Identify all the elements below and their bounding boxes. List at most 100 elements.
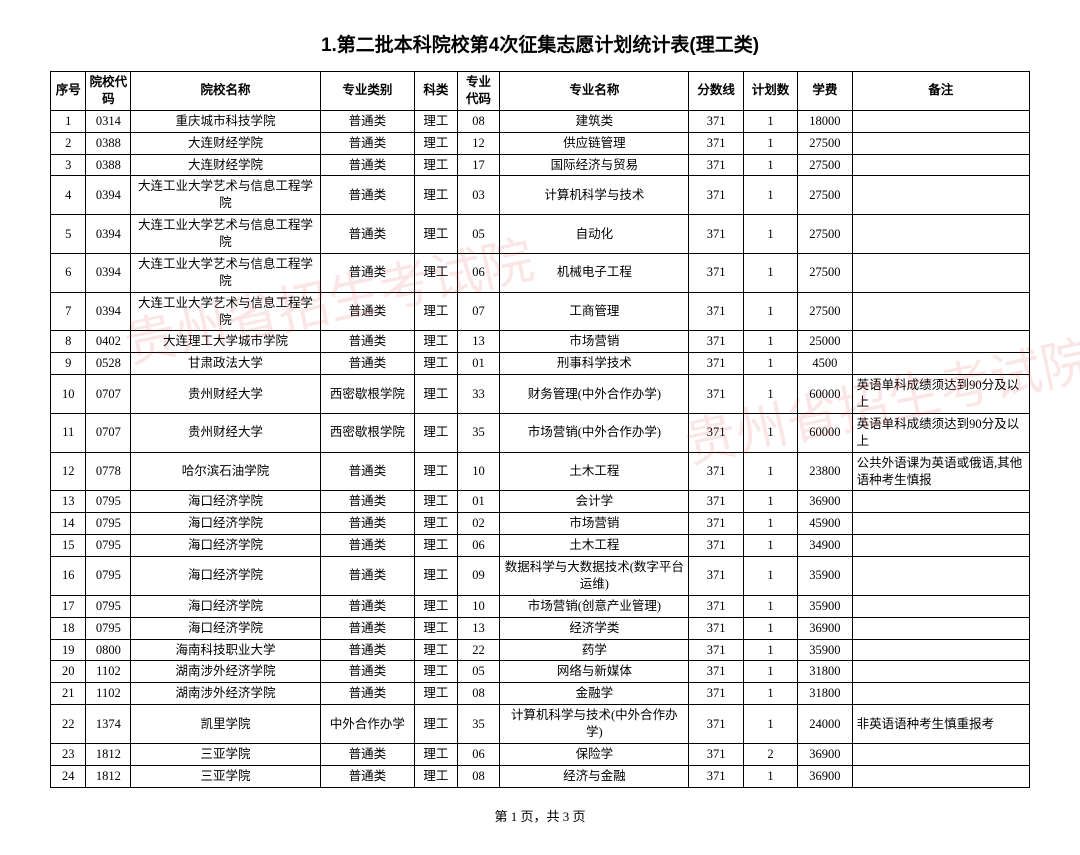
column-header: 专业类别	[320, 72, 415, 111]
table-row: 40394大连工业大学艺术与信息工程学院普通类理工03计算机科学与技术37112…	[51, 176, 1030, 215]
table-cell: 大连工业大学艺术与信息工程学院	[131, 176, 320, 215]
table-cell	[852, 765, 1029, 787]
table-cell: 27500	[798, 215, 852, 254]
table-cell: 理工	[415, 557, 458, 596]
table-cell: 371	[689, 215, 743, 254]
table-cell: 理工	[415, 743, 458, 765]
table-cell: 24	[51, 765, 86, 787]
table-cell: 理工	[415, 413, 458, 452]
table-cell: 1	[743, 331, 797, 353]
table-cell: 普通类	[320, 452, 415, 491]
table-cell: 理工	[415, 765, 458, 787]
table-cell: 财务管理(中外合作办学)	[500, 375, 689, 414]
table-cell: 大连理工大学城市学院	[131, 331, 320, 353]
table-cell: 计算机科学与技术(中外合作办学)	[500, 705, 689, 744]
column-header: 专业代码	[457, 72, 500, 111]
table-cell: 0778	[86, 452, 131, 491]
table-cell: 1	[743, 765, 797, 787]
table-cell: 01	[457, 491, 500, 513]
table-cell: 海口经济学院	[131, 513, 320, 535]
table-cell: 1	[743, 253, 797, 292]
table-cell: 36900	[798, 491, 852, 513]
table-cell: 35	[457, 413, 500, 452]
table-cell: 18000	[798, 110, 852, 132]
table-cell	[852, 292, 1029, 331]
table-cell: 湖南涉外经济学院	[131, 661, 320, 683]
table-cell	[852, 253, 1029, 292]
table-cell	[852, 513, 1029, 535]
table-cell	[852, 215, 1029, 254]
table-cell: 数据科学与大数据技术(数字平台运维)	[500, 557, 689, 596]
table-cell: 理工	[415, 639, 458, 661]
table-cell: 31800	[798, 683, 852, 705]
table-cell: 19	[51, 639, 86, 661]
table-cell: 市场营销(中外合作办学)	[500, 413, 689, 452]
table-cell: 08	[457, 683, 500, 705]
table-cell: 371	[689, 154, 743, 176]
table-cell: 0795	[86, 513, 131, 535]
table-cell: 31800	[798, 661, 852, 683]
table-cell	[852, 743, 1029, 765]
table-cell: 24000	[798, 705, 852, 744]
table-cell: 理工	[415, 132, 458, 154]
table-cell: 凯里学院	[131, 705, 320, 744]
table-cell: 17	[51, 595, 86, 617]
table-cell: 27500	[798, 176, 852, 215]
table-cell: 普通类	[320, 639, 415, 661]
table-cell: 11	[51, 413, 86, 452]
table-cell: 理工	[415, 292, 458, 331]
table-row: 50394大连工业大学艺术与信息工程学院普通类理工05自动化371127500	[51, 215, 1030, 254]
table-cell: 1	[743, 491, 797, 513]
table-cell: 371	[689, 595, 743, 617]
table-cell: 1	[743, 154, 797, 176]
table-cell: 371	[689, 253, 743, 292]
table-row: 221374凯里学院中外合作办学理工35计算机科学与技术(中外合作办学)3711…	[51, 705, 1030, 744]
table-cell: 理工	[415, 215, 458, 254]
table-cell: 大连财经学院	[131, 132, 320, 154]
plan-table: 序号院校代码院校名称专业类别科类专业代码专业名称分数线计划数学费备注 10314…	[50, 71, 1030, 788]
table-cell	[852, 331, 1029, 353]
table-cell: 湖南涉外经济学院	[131, 683, 320, 705]
column-header: 分数线	[689, 72, 743, 111]
table-cell: 1	[743, 176, 797, 215]
table-cell: 35900	[798, 557, 852, 596]
table-cell: 0795	[86, 535, 131, 557]
table-cell: 0528	[86, 353, 131, 375]
table-cell: 16	[51, 557, 86, 596]
table-cell: 08	[457, 765, 500, 787]
table-cell: 01	[457, 353, 500, 375]
table-cell: 1	[743, 595, 797, 617]
table-cell: 1	[743, 132, 797, 154]
table-cell: 普通类	[320, 292, 415, 331]
table-cell: 6	[51, 253, 86, 292]
table-cell: 0394	[86, 292, 131, 331]
table-cell: 07	[457, 292, 500, 331]
table-row: 20388大连财经学院普通类理工12供应链管理371127500	[51, 132, 1030, 154]
table-cell: 371	[689, 683, 743, 705]
table-cell: 普通类	[320, 353, 415, 375]
table-cell: 普通类	[320, 743, 415, 765]
table-cell: 理工	[415, 176, 458, 215]
table-cell: 0394	[86, 253, 131, 292]
page-footer: 第 1 页，共 3 页	[50, 806, 1030, 825]
column-header: 专业名称	[500, 72, 689, 111]
table-cell: 1	[743, 557, 797, 596]
table-cell: 保险学	[500, 743, 689, 765]
table-cell	[852, 595, 1029, 617]
table-cell: 1	[743, 705, 797, 744]
page-title: 1.第二批本科院校第4次征集志愿计划统计表(理工类)	[50, 30, 1030, 57]
table-cell: 1	[743, 215, 797, 254]
table-cell: 14	[51, 513, 86, 535]
column-header: 院校代码	[86, 72, 131, 111]
table-cell: 1	[743, 535, 797, 557]
column-header: 科类	[415, 72, 458, 111]
table-cell: 06	[457, 535, 500, 557]
table-cell: 贵州财经大学	[131, 375, 320, 414]
table-cell: 理工	[415, 683, 458, 705]
table-row: 100707贵州财经大学西密歇根学院理工33财务管理(中外合作办学)371160…	[51, 375, 1030, 414]
table-cell: 理工	[415, 110, 458, 132]
table-cell: 06	[457, 743, 500, 765]
table-header-row: 序号院校代码院校名称专业类别科类专业代码专业名称分数线计划数学费备注	[51, 72, 1030, 111]
table-cell: 计算机科学与技术	[500, 176, 689, 215]
table-cell: 英语单科成绩须达到90分及以上	[852, 413, 1029, 452]
